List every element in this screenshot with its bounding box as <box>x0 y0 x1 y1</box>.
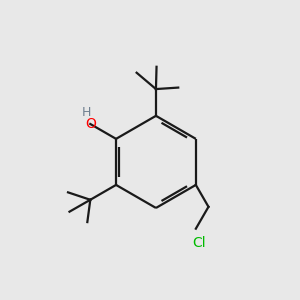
Text: Cl: Cl <box>192 236 206 250</box>
Text: H: H <box>82 106 92 119</box>
Text: O: O <box>85 117 96 131</box>
